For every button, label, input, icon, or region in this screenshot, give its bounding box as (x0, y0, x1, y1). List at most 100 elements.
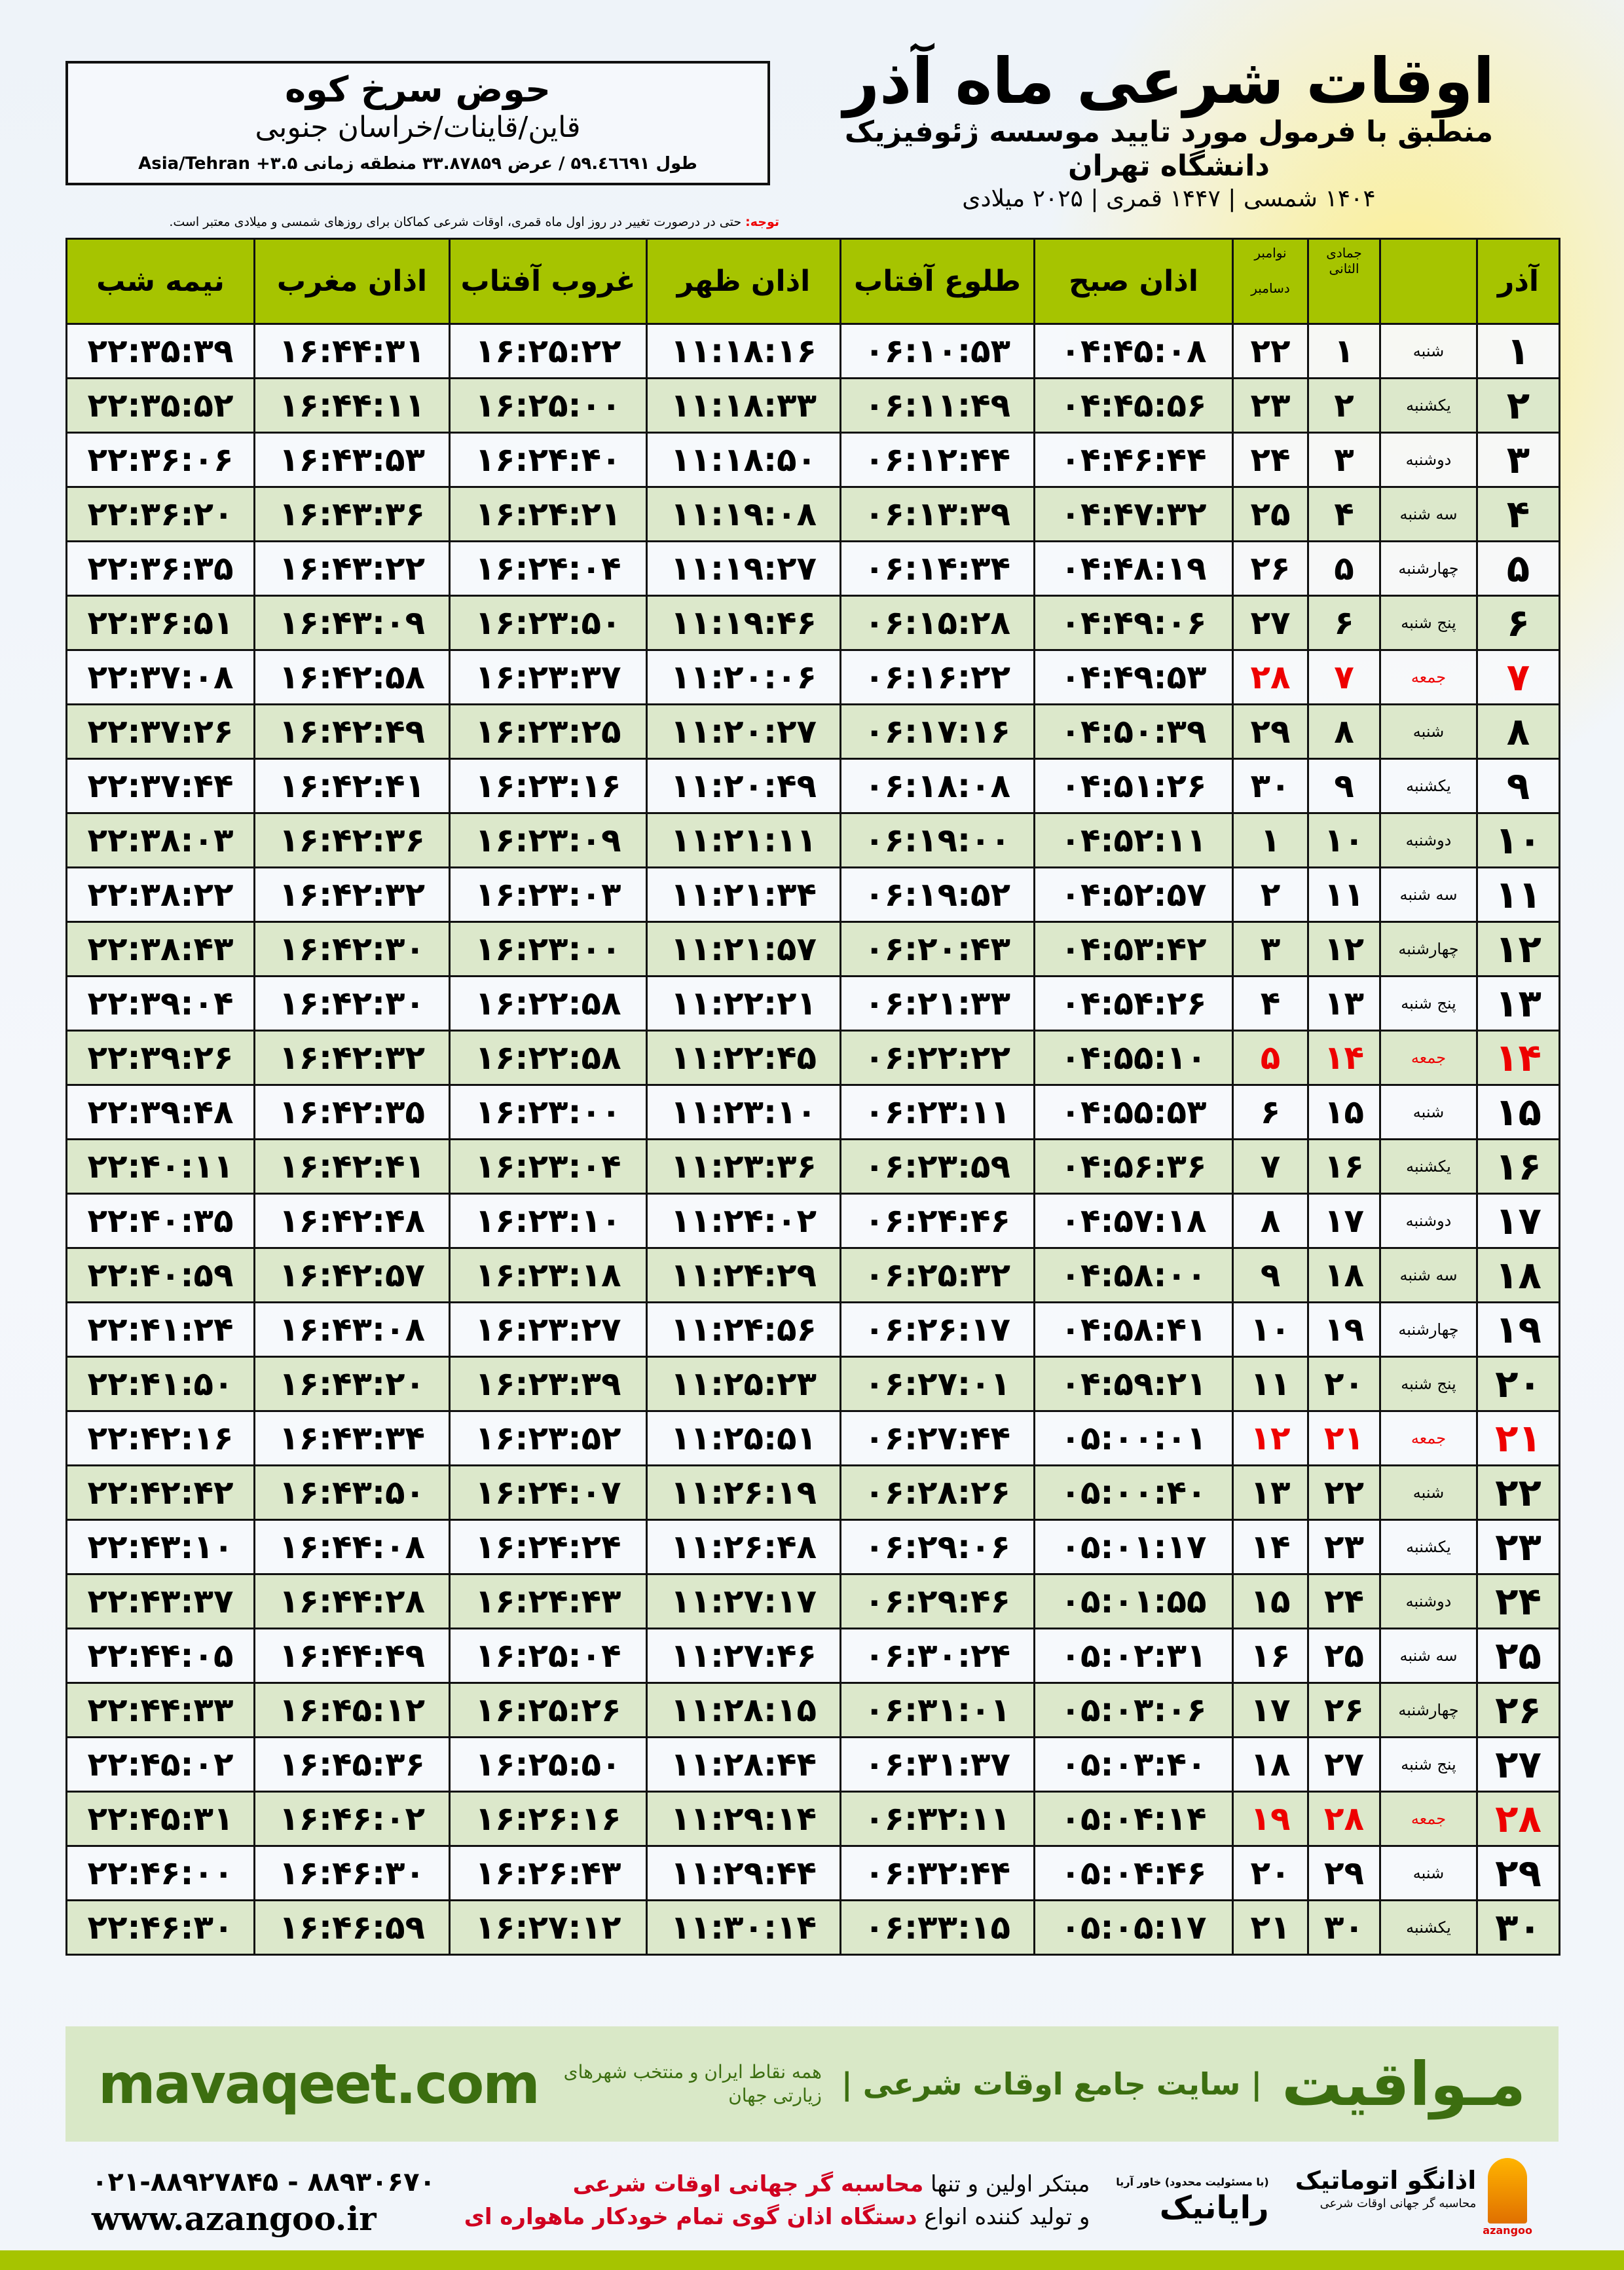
cell-maghrib: ۱۶:۴۶:۰۲ (253, 1791, 451, 1847)
cell-miladi: ۱۰ (1232, 1301, 1309, 1358)
table-row: ۲۲:۳۶:۵۱ ۱۶:۴۳:۰۹ ۱۶:۲۳:۵۰ ۱۱:۱۹:۴۶ ۰۶:۱۵:۲۸… (65, 595, 1560, 651)
cell-sunrise: ۰۶:۳۲:۱۱ (840, 1791, 1035, 1847)
cell-qamari: ۱۳ (1307, 975, 1381, 1032)
cell-fajr: ۰۴:۵۸:۰۰ (1033, 1247, 1234, 1303)
footer: ۰۲۱-۸۸۹۲۷۸۴۵ - ۸۸۹۳۰۶۷۰ www.azangoo.ir م… (92, 2155, 1532, 2246)
cell-fajr: ۰۵:۰۵:۱۷ (1033, 1899, 1234, 1956)
cell-sunset: ۱۶:۲۳:۲۷ (449, 1301, 648, 1358)
cell-miladi: ۱۲ (1232, 1410, 1309, 1466)
cell-qamari: ۲۶ (1307, 1682, 1381, 1738)
cell-qamari: ۱۰ (1307, 812, 1381, 868)
phone-numbers: ۰۲۱-۸۸۹۲۷۸۴۵ - ۸۸۹۳۰۶۷۰ (92, 2167, 435, 2197)
cell-fajr: ۰۴:۵۶:۳۶ (1033, 1138, 1234, 1195)
cell-miladi: ۲۸ (1232, 649, 1309, 705)
cell-midnight: ۲۲:۴۴:۳۳ (65, 1682, 255, 1738)
cell-day: ۱ (1476, 323, 1560, 379)
table-row: ۲۲:۴۲:۴۲ ۱۶:۴۳:۵۰ ۱۶:۲۴:۰۷ ۱۱:۲۶:۱۹ ۰۶:۲۸:۲۶… (65, 1464, 1560, 1521)
cell-dhuhr: ۱۱:۱۸:۳۳ (646, 377, 841, 434)
slogan-1b: محاسبه گر جهانی اوقات شرعی (572, 2171, 924, 2197)
cell-sunrise: ۰۶:۳۱:۳۷ (840, 1736, 1035, 1793)
cell-sunrise: ۰۶:۲۳:۵۹ (840, 1138, 1035, 1195)
cell-miladi: ۳۰ (1232, 758, 1309, 814)
cell-day: ۲۹ (1476, 1845, 1560, 1901)
cell-midnight: ۲۲:۴۰:۳۵ (65, 1193, 255, 1249)
cell-fajr: ۰۵:۰۴:۴۶ (1033, 1845, 1234, 1901)
table-header: نیمه شب اذان مغرب غروب آفتاب اذان ظهر طل… (65, 238, 1560, 325)
table-row: ۲۲:۳۷:۴۴ ۱۶:۴۲:۴۱ ۱۶:۲۳:۱۶ ۱۱:۲۰:۴۹ ۰۶:۱۸:۰۸… (65, 758, 1560, 814)
cell-day: ۵ (1476, 540, 1560, 597)
cell-fajr: ۰۴:۵۸:۴۱ (1033, 1301, 1234, 1358)
promo-banner: مـواقیت | سایت جامع اوقات شرعی | همه نقا… (65, 2026, 1559, 2142)
cell-sunset: ۱۶:۲۶:۴۳ (449, 1845, 648, 1901)
table-row: ۲۲:۴۴:۳۳ ۱۶:۴۵:۱۲ ۱۶:۲۵:۲۶ ۱۱:۲۸:۱۵ ۰۶:۳۱:۰۱… (65, 1682, 1560, 1738)
cell-maghrib: ۱۶:۴۲:۳۰ (253, 921, 451, 977)
cell-maghrib: ۱۶:۴۴:۱۱ (253, 377, 451, 434)
cell-miladi: ۲۳ (1232, 377, 1309, 434)
table-row: ۲۲:۳۸:۲۲ ۱۶:۴۲:۳۲ ۱۶:۲۳:۰۳ ۱۱:۲۱:۳۴ ۰۶:۱۹:۵۲… (65, 866, 1560, 923)
cell-midnight: ۲۲:۴۲:۱۶ (65, 1410, 255, 1466)
cell-fajr: ۰۵:۰۱:۱۷ (1033, 1519, 1234, 1575)
cell-miladi: ۳ (1232, 921, 1309, 977)
table-row: ۲۲:۳۹:۲۶ ۱۶:۴۲:۳۲ ۱۶:۲۲:۵۸ ۱۱:۲۲:۴۵ ۰۶:۲۲:۲۲… (65, 1030, 1560, 1086)
cell-qamari: ۲۷ (1307, 1736, 1381, 1793)
cell-miladi: ۱۴ (1232, 1519, 1309, 1575)
cell-miladi: ۲۰ (1232, 1845, 1309, 1901)
cell-dhuhr: ۱۱:۲۴:۰۲ (646, 1193, 841, 1249)
table-row: ۲۲:۳۶:۰۶ ۱۶:۴۳:۵۳ ۱۶:۲۴:۴۰ ۱۱:۱۸:۵۰ ۰۶:۱۲:۴۴… (65, 432, 1560, 488)
col-day: آذر (1476, 238, 1560, 325)
cell-maghrib: ۱۶:۴۳:۵۰ (253, 1464, 451, 1521)
cell-qamari: ۸ (1307, 703, 1381, 760)
cell-qamari: ۲۳ (1307, 1519, 1381, 1575)
cell-miladi: ۵ (1232, 1030, 1309, 1086)
cell-sunrise: ۰۶:۱۴:۳۴ (840, 540, 1035, 597)
cell-midnight: ۲۲:۳۵:۵۲ (65, 377, 255, 434)
cell-sunset: ۱۶:۲۵:۲۲ (449, 323, 648, 379)
cell-dhuhr: ۱۱:۲۰:۲۷ (646, 703, 841, 760)
cell-weekday: سه شنبه (1379, 1247, 1478, 1303)
cell-weekday: دوشنبه (1379, 1193, 1478, 1249)
cell-midnight: ۲۲:۴۱:۵۰ (65, 1356, 255, 1412)
year-line: ۱۴۰۴ شمسی | ۱۴۴۷ قمری | ۲۰۲۵ میلادی (962, 185, 1376, 212)
cell-dhuhr: ۱۱:۲۱:۵۷ (646, 921, 841, 977)
cell-dhuhr: ۱۱:۲۹:۴۴ (646, 1845, 841, 1901)
table-row: ۲۲:۴۰:۵۹ ۱۶:۴۲:۵۷ ۱۶:۲۳:۱۸ ۱۱:۲۴:۲۹ ۰۶:۲۵:۳۲… (65, 1247, 1560, 1303)
cell-sunrise: ۰۶:۲۰:۴۳ (840, 921, 1035, 977)
cell-dhuhr: ۱۱:۲۰:۴۹ (646, 758, 841, 814)
cell-day: ۲۲ (1476, 1464, 1560, 1521)
azangoo-name: اذانگو اتوماتیک (1295, 2166, 1477, 2195)
cell-midnight: ۲۲:۴۳:۳۷ (65, 1573, 255, 1629)
azangoo-text: اذانگو اتوماتیک محاسبه گر جهانی اوقات شر… (1295, 2158, 1477, 2212)
cell-dhuhr: ۱۱:۲۲:۲۱ (646, 975, 841, 1032)
cell-fajr: ۰۵:۰۳:۰۶ (1033, 1682, 1234, 1738)
cell-sunset: ۱۶:۲۳:۰۳ (449, 866, 648, 923)
cell-fajr: ۰۵:۰۰:۴۰ (1033, 1464, 1234, 1521)
col-sunrise: طلوع آفتاب (840, 238, 1035, 325)
cell-qamari: ۵ (1307, 540, 1381, 597)
table-row: ۲۲:۴۰:۱۱ ۱۶:۴۲:۴۱ ۱۶:۲۳:۰۴ ۱۱:۲۳:۳۶ ۰۶:۲۳:۵۹… (65, 1138, 1560, 1195)
cell-day: ۲۰ (1476, 1356, 1560, 1412)
cell-midnight: ۲۲:۴۳:۱۰ (65, 1519, 255, 1575)
cell-midnight: ۲۲:۴۴:۰۵ (65, 1628, 255, 1684)
azangoo-en: azangoo (1483, 2224, 1532, 2237)
note-text: حتی در درصورت تغییر در روز اول ماه قمری،… (169, 215, 746, 229)
cell-dhuhr: ۱۱:۲۸:۴۴ (646, 1736, 841, 1793)
cell-dhuhr: ۱۱:۱۹:۰۸ (646, 486, 841, 542)
cell-weekday: یکشنبه (1379, 1519, 1478, 1575)
cell-midnight: ۲۲:۳۸:۰۳ (65, 812, 255, 868)
col-miladi-dec: دسامبر (1251, 280, 1290, 296)
cell-qamari: ۱۹ (1307, 1301, 1381, 1358)
promo-url[interactable]: mavaqeet.com (98, 2052, 540, 2116)
table-row: ۲۲:۴۴:۰۵ ۱۶:۴۴:۴۹ ۱۶:۲۵:۰۴ ۱۱:۲۷:۴۶ ۰۶:۳۰:۲۴… (65, 1628, 1560, 1684)
cell-fajr: ۰۴:۴۶:۴۴ (1033, 432, 1234, 488)
cell-day: ۱۵ (1476, 1084, 1560, 1140)
cell-weekday: یکشنبه (1379, 377, 1478, 434)
cell-day: ۱۴ (1476, 1030, 1560, 1086)
cell-sunrise: ۰۶:۲۹:۰۶ (840, 1519, 1035, 1575)
cell-fajr: ۰۴:۵۵:۱۰ (1033, 1030, 1234, 1086)
cell-midnight: ۲۲:۳۶:۲۰ (65, 486, 255, 542)
cell-fajr: ۰۴:۵۷:۱۸ (1033, 1193, 1234, 1249)
cell-qamari: ۱۵ (1307, 1084, 1381, 1140)
coordinates: طول ۵۹.٤٦٦٩١ / عرض ۳۳.۸۷۸۵۹ منطقه زمانی … (138, 154, 697, 174)
website-link[interactable]: www.azangoo.ir (92, 2199, 377, 2238)
cell-sunrise: ۰۶:۳۳:۱۵ (840, 1899, 1035, 1956)
